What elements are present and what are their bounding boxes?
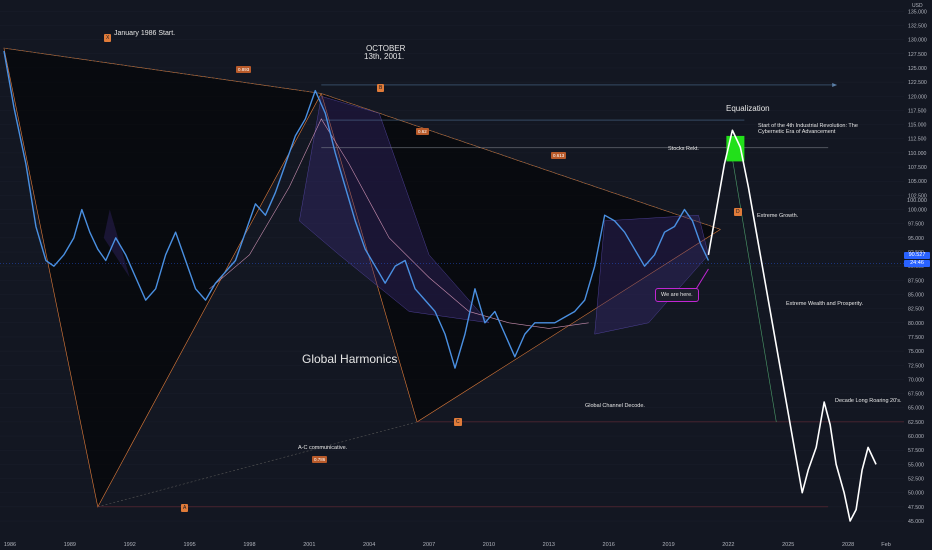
october-label: OCTOBER xyxy=(366,44,406,53)
extreme-growth-label: Extreme Growth. xyxy=(757,213,799,219)
y-tick-label: 72.500 xyxy=(908,363,924,369)
y-tick-label: 62.500 xyxy=(908,420,924,426)
last-price-tag: 90.527 xyxy=(904,252,930,259)
y-tick-label: 120.000 xyxy=(908,94,927,100)
x-tick-label: 2025 xyxy=(782,542,794,548)
x-tick-label: Feb xyxy=(881,542,890,548)
y-tick-label: 122.500 xyxy=(908,80,927,86)
y-tick-label: 82.500 xyxy=(908,307,924,313)
countdown-tag: 24:46 xyxy=(904,260,930,267)
x-tick-label: 1992 xyxy=(124,542,136,548)
x-tick-label: 2004 xyxy=(363,542,375,548)
x-tick-label: 2022 xyxy=(722,542,734,548)
indicator-bands xyxy=(103,96,709,335)
extreme-wealth-label: Extreme Wealth and Prosperity. xyxy=(786,301,864,307)
currency-label: USD xyxy=(912,3,923,9)
ac-diagonal xyxy=(97,421,418,508)
y-tick-label: 107.500 xyxy=(908,165,927,171)
y-tick-label: 47.500 xyxy=(908,505,924,511)
october-ray-arrow xyxy=(832,82,838,87)
y-tick-label: 100.000 xyxy=(908,208,927,214)
decade-roaring-label: Decade Long Roaring 20's. xyxy=(835,398,902,404)
ratio-bc1-tag: 0.62 xyxy=(416,128,429,135)
price-series xyxy=(3,50,877,522)
y-tick-label: 90.000 xyxy=(908,264,924,270)
y-tick-label: 85.000 xyxy=(908,292,924,298)
y-tick-label: 132.500 xyxy=(908,23,927,29)
x-tick-label: 2010 xyxy=(483,542,495,548)
y-tick-label: 117.500 xyxy=(908,108,926,114)
y-tick-label: 125.000 xyxy=(908,66,927,72)
y-axis: 45.000 47.500 50.000 52.500 55.000 57.500 60.0… xyxy=(908,9,927,525)
y-tick-label: 102.500 xyxy=(908,193,927,199)
equalization-label: Equalization xyxy=(726,104,770,113)
y-tick-label: 135.000 xyxy=(908,9,927,15)
y-tick-label: 70.000 xyxy=(908,377,924,383)
fourth-industrial-label: Start of the 4th Industrial Revolution: … xyxy=(758,123,858,129)
y-tick-label: 65.000 xyxy=(908,406,924,412)
y-tick-label: 130.000 xyxy=(908,38,927,44)
point-c-marker: C xyxy=(454,418,462,426)
y-tick-label: 75.000 xyxy=(908,349,924,355)
we-are-here-pointer xyxy=(694,268,709,292)
band-2001 xyxy=(299,96,490,324)
band-2016 xyxy=(594,214,709,335)
xb-diagonal xyxy=(3,47,322,94)
x-tick-label: 2019 xyxy=(662,542,674,548)
moving-average xyxy=(209,118,589,329)
guide-lines xyxy=(0,47,904,508)
point-b-marker: B xyxy=(377,84,385,92)
y-tick-label: 57.500 xyxy=(908,448,924,454)
point-d-marker: D xyxy=(734,208,742,216)
x-tick-label: 1998 xyxy=(243,542,255,548)
y-tick-label: 105.000 xyxy=(908,179,927,185)
y-tick-label: 45.000 xyxy=(908,519,924,525)
y-tick-label: 80.000 xyxy=(908,321,924,327)
y-tick-label: 115.000 xyxy=(908,123,926,129)
global-channel-label: Global Channel Decode. xyxy=(585,403,645,409)
y-tick-label: 127.500 xyxy=(908,52,927,58)
y-tick-label: 110.000 xyxy=(908,151,926,157)
point-a-marker: A xyxy=(181,504,189,512)
y-tick-label: 67.500 xyxy=(908,392,924,398)
y-tick-label: 55.000 xyxy=(908,462,924,468)
y-tick-label: 52.500 xyxy=(908,477,924,483)
x-tick-label: 1986 xyxy=(4,542,16,548)
y-tick-label: 87.500 xyxy=(908,278,924,284)
y-tick-label: 97.500 xyxy=(908,222,924,228)
x-tick-label: 2013 xyxy=(543,542,555,548)
ratio-ac-tag: 0.786 xyxy=(312,456,328,463)
cybernetic-era-label: Cybernetic Era of Advancement xyxy=(758,129,836,135)
october-date-label: 13th, 2001. xyxy=(364,52,405,61)
y-tick-label: 77.500 xyxy=(908,335,924,341)
y-tick-label: 95.000 xyxy=(908,236,924,242)
projection-price-line xyxy=(707,129,877,522)
y-tick-label: 112.500 xyxy=(908,137,926,143)
x-tick-label: 1995 xyxy=(183,542,195,548)
historical-price-line xyxy=(3,50,710,369)
x-tick-label: 2007 xyxy=(423,542,435,548)
band-1991 xyxy=(103,209,130,278)
x-tick-label: 2016 xyxy=(603,542,615,548)
x-tick-label: 1989 xyxy=(64,542,76,548)
ratio-xb-tag: 0.893 xyxy=(236,66,252,73)
x-tick-label: 2001 xyxy=(303,542,315,548)
y-tick-label: 50.000 xyxy=(908,491,924,497)
level-100-tag: 100.000 xyxy=(904,198,930,205)
descent-guide xyxy=(732,158,777,422)
y-tick-label: 60.000 xyxy=(908,434,924,440)
ratio-bc2-tag: 0.613 xyxy=(551,152,567,159)
x-axis: 1986 1989 1992 1995 1998 2001 2004 2007 2010 2013… xyxy=(4,542,891,548)
ac-communicative-label: A-C communicative. xyxy=(298,445,348,451)
equalization-box xyxy=(726,135,745,162)
x-tick-label: 2028 xyxy=(842,542,854,548)
we-are-here-callout: We are here. xyxy=(655,288,699,302)
point-x-marker: X xyxy=(104,34,112,42)
xab-triangle xyxy=(3,47,322,508)
stocks-rekt-label: Stocks Rekt. xyxy=(668,146,699,152)
global-harmonics-title: Global Harmonics xyxy=(302,352,398,366)
january-start-label: January 1986 Start. xyxy=(114,30,176,37)
